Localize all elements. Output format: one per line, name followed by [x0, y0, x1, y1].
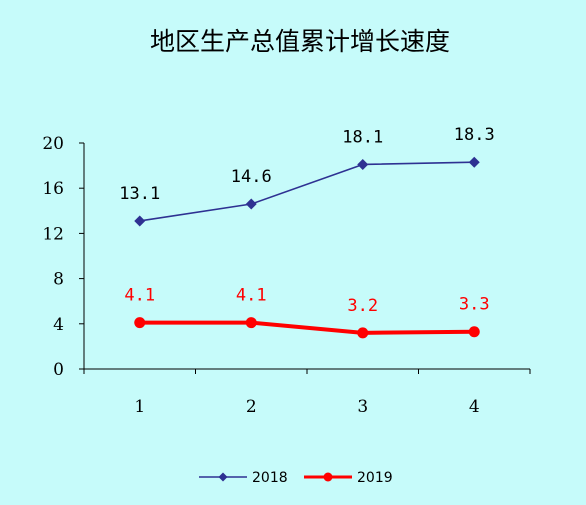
data-label: 4.1 — [236, 286, 267, 306]
data-label: 4.1 — [124, 286, 155, 306]
series-line — [139, 320, 475, 335]
data-point — [245, 317, 257, 329]
legend-label: 2019 — [357, 470, 393, 486]
series-line — [139, 161, 475, 222]
series-2018: 13.1 14.6 18.1 18.3 — [119, 125, 495, 227]
data-label: 3.2 — [347, 296, 378, 316]
x-tick-label: 3 — [357, 397, 368, 417]
x-tick-label: 1 — [134, 397, 145, 417]
y-tick-label: 0 — [53, 360, 64, 380]
x-tick-label: 2 — [246, 397, 257, 417]
y-tick-label: 12 — [42, 224, 64, 244]
chart-title: 地区生产总值累计增长速度 — [150, 27, 450, 56]
y-tick-label: 8 — [53, 270, 64, 290]
series-2019: 4.1 4.1 3.2 3.3 — [124, 286, 490, 339]
data-label: 18.1 — [342, 127, 383, 147]
data-label: 14.6 — [231, 167, 272, 187]
legend-marker — [218, 472, 228, 482]
data-point — [245, 198, 257, 210]
y-tick-label: 20 — [42, 134, 64, 154]
legend-item-2019: 2019 — [304, 470, 393, 486]
data-label: 18.3 — [454, 125, 495, 145]
data-point — [468, 156, 480, 168]
x-tick-label: 4 — [469, 397, 480, 417]
legend: 2018 2019 — [199, 470, 393, 486]
legend-label: 2018 — [252, 470, 288, 486]
legend-item-2018: 2018 — [199, 470, 288, 486]
y-tick-label: 16 — [42, 179, 64, 199]
data-point — [357, 327, 369, 339]
data-label: 3.3 — [459, 295, 490, 315]
data-point — [134, 215, 146, 227]
data-point — [134, 317, 146, 329]
data-point — [357, 158, 369, 170]
data-point — [468, 326, 480, 338]
series-layer: 13.1 14.6 18.1 18.3 4.1 4.1 3.2 3.3 — [119, 125, 495, 339]
legend-marker — [323, 472, 333, 482]
data-label: 13.1 — [119, 184, 160, 204]
y-tick-label: 4 — [53, 315, 64, 335]
